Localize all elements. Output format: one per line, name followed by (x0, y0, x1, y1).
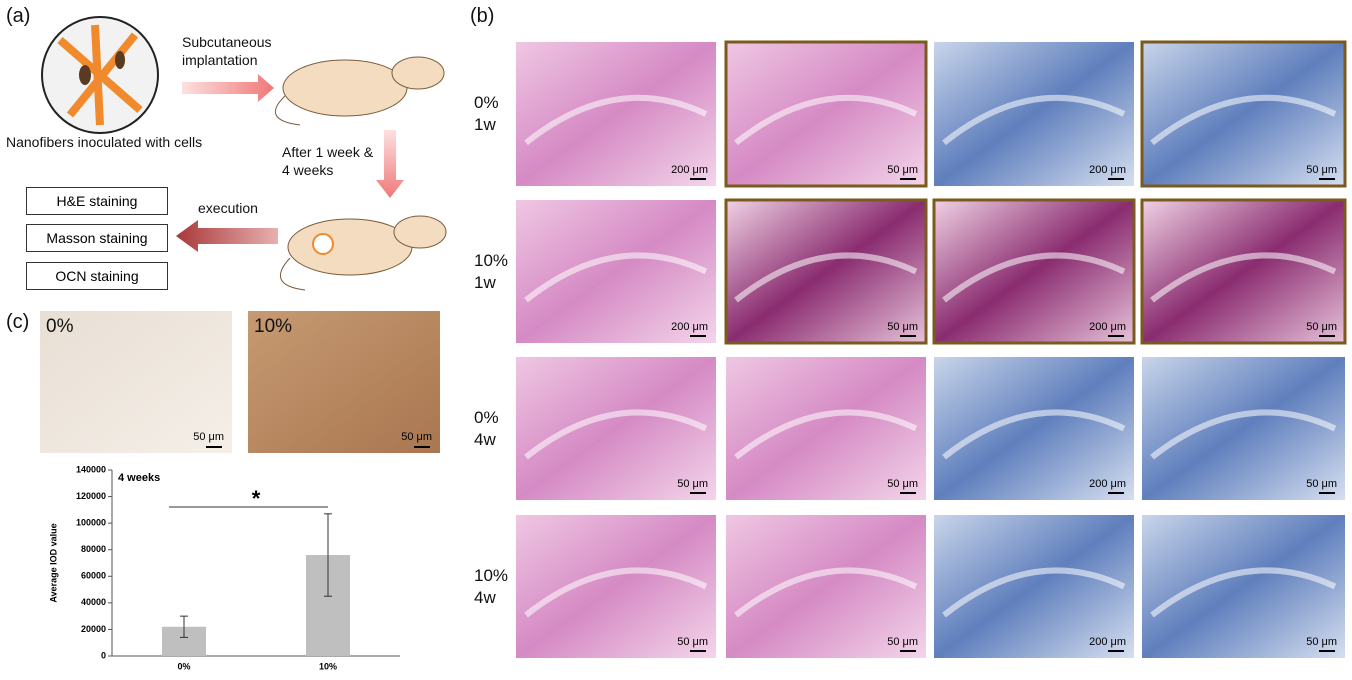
y-tick-label: 0 (101, 650, 106, 660)
row-label: 1w (474, 272, 496, 292)
ocn-micrograph (248, 311, 440, 453)
scale-bar-label: 50 μm (677, 478, 708, 490)
tissue-fiber (942, 252, 1126, 303)
micrograph (724, 198, 928, 345)
stain-box: OCN staining (26, 262, 168, 290)
row-label: 0% (474, 407, 499, 427)
arrow (376, 130, 404, 198)
tissue-fiber (734, 409, 918, 460)
scale-bar-label: 200 μm (671, 321, 708, 333)
y-tick-label: 100000 (76, 518, 106, 528)
scale-bar-label: 50 μm (401, 431, 432, 443)
scale-bar-label: 50 μm (677, 636, 708, 648)
micrograph (726, 357, 926, 500)
y-tick-label: 20000 (81, 624, 106, 634)
micrograph (1142, 515, 1345, 658)
micrograph (516, 515, 716, 658)
tissue-fiber (1150, 252, 1337, 303)
significance-mark: * (252, 486, 261, 511)
step-label: Subcutaneous implantation (182, 34, 272, 68)
tissue-fiber (734, 94, 918, 146)
tissue-fiber (524, 94, 708, 146)
tissue-fiber (524, 409, 708, 460)
scale-bar-label: 200 μm (1089, 164, 1126, 176)
row-label: 4w (474, 587, 496, 607)
scale-bar-label: 50 μm (1306, 478, 1337, 490)
tissue-fiber (734, 252, 918, 303)
panel-label: (b) (470, 5, 495, 27)
micrograph (1140, 198, 1347, 345)
arrow (182, 74, 274, 102)
scale-bar-label: 50 μm (1306, 321, 1337, 333)
scale-bar-label: 50 μm (887, 164, 918, 176)
tissue-fiber (1150, 567, 1337, 618)
scale-bar-label: 50 μm (887, 636, 918, 648)
tissue-fiber (942, 567, 1126, 618)
row-label: 10% (474, 250, 509, 270)
y-axis-label: Average IOD value (48, 523, 58, 602)
y-tick-label: 120000 (76, 491, 106, 501)
chart-title: 4 weeks (118, 472, 160, 484)
tissue-fiber (734, 567, 918, 618)
scale-bar-label: 50 μm (193, 431, 224, 443)
scaffold-icon (41, 16, 159, 134)
x-tick-label: 10% (319, 661, 337, 671)
scale-bar-label: 200 μm (1089, 321, 1126, 333)
micrograph (934, 357, 1134, 500)
caption: Nanofibers inoculated with cells (6, 134, 203, 150)
tissue-fiber (942, 94, 1126, 146)
tissue-fiber (524, 252, 708, 303)
scale-bar-label: 200 μm (1089, 636, 1126, 648)
micrograph (934, 515, 1134, 658)
y-tick-label: 140000 (76, 464, 106, 474)
step-label: After 1 week & 4 weeks (282, 144, 374, 178)
stain-box: Masson staining (26, 224, 168, 252)
micrograph (1142, 357, 1345, 500)
micrograph (516, 357, 716, 500)
stain-box: H&E staining (26, 187, 168, 215)
row-label: 1w (474, 115, 496, 134)
micrograph (726, 515, 926, 658)
row-label: 10% (474, 565, 509, 585)
mouse-icon (274, 56, 445, 126)
panel-label: (c) (6, 311, 30, 333)
micrograph (516, 200, 716, 343)
scale-bar-label: 50 μm (1306, 164, 1337, 176)
step-label: execution (198, 200, 258, 216)
tissue-fiber (524, 567, 708, 618)
image-label: 0% (46, 316, 74, 337)
micrograph (1140, 40, 1347, 188)
tissue-fiber (1150, 94, 1337, 146)
image-label: 10% (254, 316, 292, 337)
micrograph (724, 40, 928, 188)
scale-bar-label: 50 μm (887, 321, 918, 333)
micrograph (516, 42, 716, 186)
y-tick-label: 40000 (81, 597, 106, 607)
scale-bar-label: 200 μm (671, 164, 708, 176)
scale-bar-label: 200 μm (1089, 478, 1126, 490)
ocn-micrograph (40, 311, 232, 453)
arrow (176, 220, 278, 252)
scale-bar-label: 50 μm (887, 478, 918, 490)
row-label: 0% (474, 93, 499, 112)
mouse-icon (279, 215, 447, 291)
micrograph (934, 42, 1134, 186)
panel-label: (a) (6, 5, 31, 27)
scale-bar-label: 50 μm (1306, 636, 1337, 648)
y-tick-label: 60000 (81, 571, 106, 581)
tissue-fiber (942, 409, 1126, 460)
row-label: 4w (474, 429, 496, 449)
x-tick-label: 0% (177, 661, 190, 671)
micrograph (932, 198, 1136, 345)
y-tick-label: 80000 (81, 544, 106, 554)
tissue-fiber (1150, 409, 1337, 460)
